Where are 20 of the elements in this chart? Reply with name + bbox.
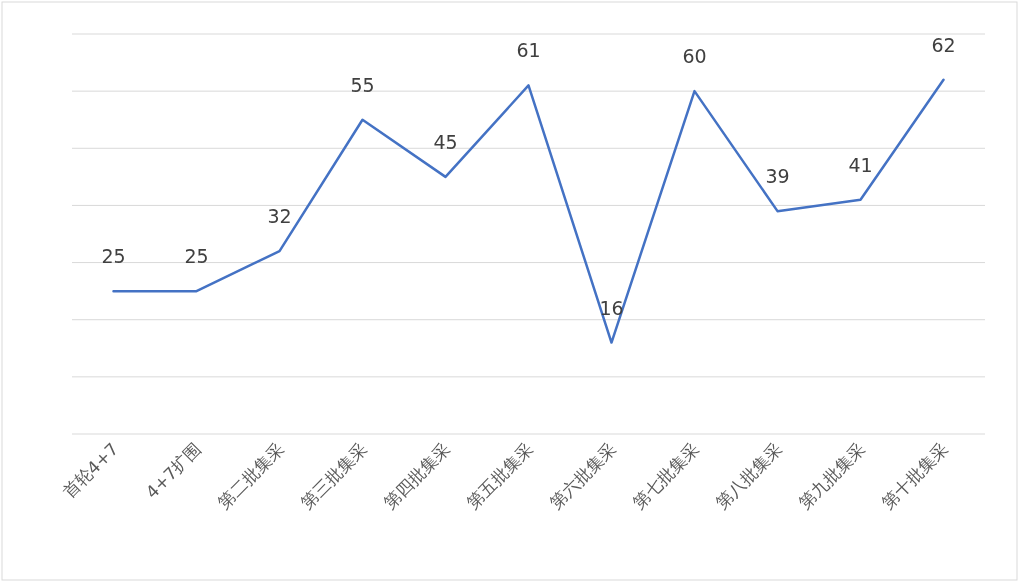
x-tick-label: 第八批集采 [712,438,787,513]
x-tick-label: 第二批集采 [214,438,289,513]
x-tick-label: 第三批集采 [297,438,372,513]
data-label: 60 [682,45,707,68]
data-label: 39 [765,165,790,188]
data-label: 62 [931,33,956,56]
data-label: 41 [848,153,873,176]
data-label: 61 [516,39,541,62]
data-label: 45 [433,130,458,153]
data-label: 16 [599,296,624,319]
x-tick-label: 第六批集采 [546,438,621,513]
x-tick-label: 第七批集采 [629,438,704,513]
x-tick-label: 第十批集采 [878,438,953,513]
data-label: 25 [101,245,126,268]
x-tick-label: 第九批集采 [795,438,870,513]
data-label: 25 [184,245,209,268]
data-label: 32 [267,205,292,228]
x-tick-label: 第四批集采 [380,438,455,513]
x-tick-label: 第五批集采 [463,438,538,513]
data-label: 55 [350,73,375,96]
